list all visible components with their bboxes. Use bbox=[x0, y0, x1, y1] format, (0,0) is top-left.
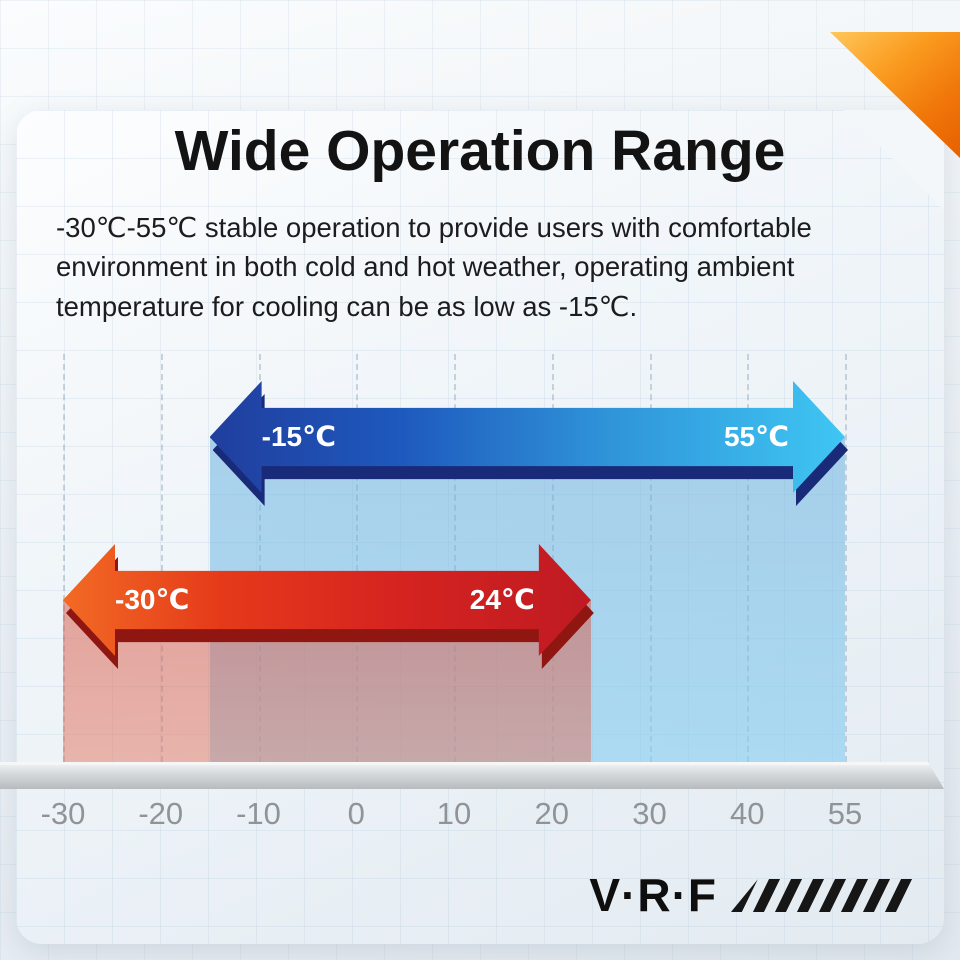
vrf-logo: V·R·F bbox=[589, 869, 717, 921]
axis-baseline bbox=[0, 762, 944, 789]
gridline bbox=[63, 354, 65, 762]
x-axis-tick-label: 0 bbox=[347, 796, 365, 831]
heating-range-arrow: -30℃ 24℃ bbox=[63, 544, 591, 656]
page-title: Wide Operation Range bbox=[174, 119, 786, 183]
range-min-label: -30℃ bbox=[115, 583, 190, 615]
x-axis-tick-label: 55 bbox=[827, 796, 863, 831]
temperature-range-chart: -15℃ 55℃ -30℃ 24℃ -30 -20 -10 0 10 20 30 40 55 bbox=[16, 348, 944, 848]
x-axis-tick-label: 20 bbox=[534, 796, 569, 831]
hatch-marks-icon bbox=[739, 877, 913, 913]
range-max-label: 24℃ bbox=[469, 583, 535, 615]
gridline bbox=[845, 354, 847, 762]
x-axis-tick-label: -30 bbox=[40, 796, 86, 831]
range-min-label: -15℃ bbox=[261, 420, 336, 452]
range-max-label: 55℃ bbox=[723, 420, 789, 452]
x-axis-tick-label: 30 bbox=[632, 796, 667, 831]
x-axis-tick-label: 10 bbox=[436, 796, 472, 831]
cooling-range-arrow: -15℃ 55℃ bbox=[210, 381, 845, 493]
x-axis-labels: -30 -20 -10 0 10 20 30 40 55 bbox=[16, 796, 944, 836]
footer: V·R·F bbox=[589, 868, 913, 922]
x-axis-tick-label: -20 bbox=[138, 796, 184, 831]
x-axis-tick-label: -10 bbox=[236, 796, 281, 831]
gridline bbox=[160, 354, 163, 762]
content-card: Wide Operation Range -30℃-55℃ stable ope… bbox=[16, 110, 944, 944]
description-text: -30℃-55℃ stable operation to provide use… bbox=[56, 212, 812, 322]
x-axis-tick-label: 40 bbox=[730, 796, 765, 831]
